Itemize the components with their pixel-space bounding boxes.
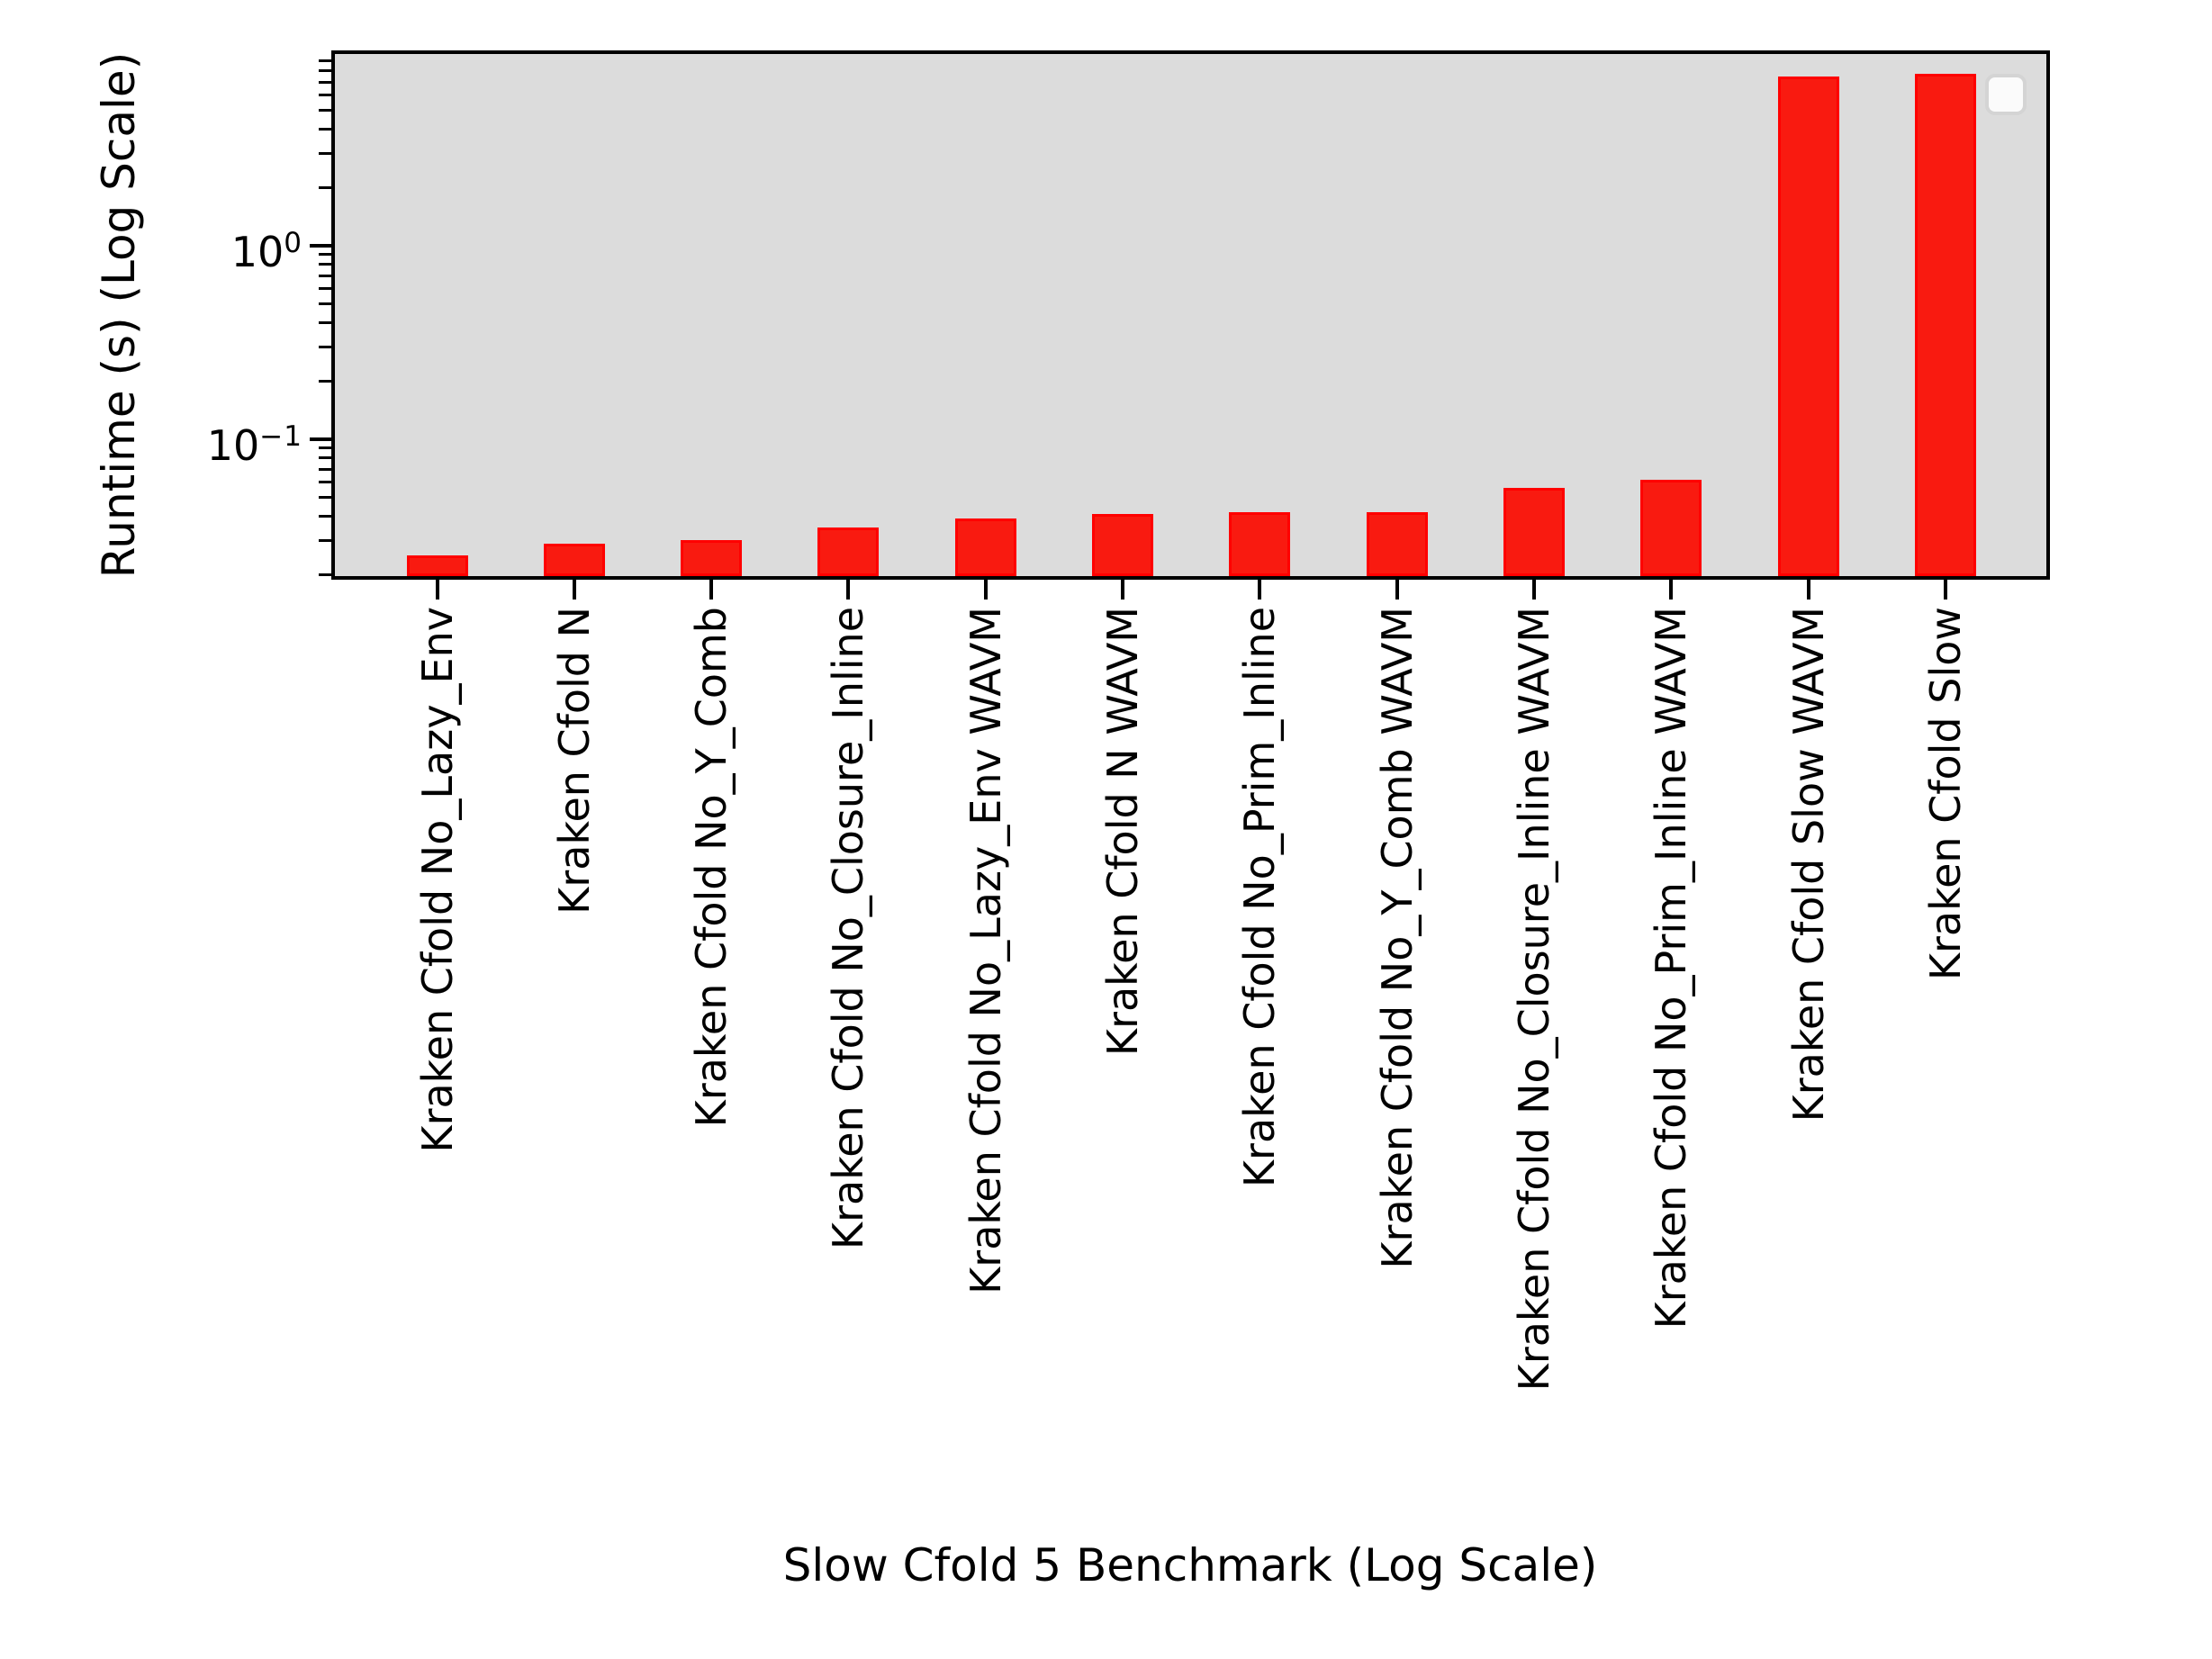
bar (1229, 512, 1291, 576)
y-minor-tick (319, 185, 331, 189)
bar (954, 518, 1016, 576)
x-tick-label-text: Kraken Cfold No_Lazy_Env WAVM (961, 607, 1010, 1294)
x-tick (1121, 580, 1125, 600)
y-minor-tick (319, 263, 331, 266)
x-tick-label-text: Kraken Cfold No_Lazy_Env (412, 607, 462, 1153)
x-tick-label-text: Kraken Cfold No_Y_Comb (687, 607, 736, 1128)
bar (543, 543, 605, 576)
x-tick (846, 580, 851, 600)
x-tick-label-text: Kraken Cfold Slow WAVM (1783, 607, 1833, 1123)
y-major-tick (310, 244, 331, 248)
y-minor-tick (319, 467, 331, 471)
y-minor-tick (319, 302, 331, 306)
bar (1915, 74, 1977, 576)
x-tick (1944, 580, 1948, 600)
legend-box (1985, 74, 2027, 115)
y-minor-tick (319, 496, 331, 500)
y-minor-tick (319, 345, 331, 348)
x-tick (1669, 580, 1674, 600)
y-tick-base: 10 (206, 421, 260, 470)
y-major-tick (310, 437, 331, 441)
y-tick-label: 100 (117, 216, 302, 279)
y-tick-exponent: −1 (259, 420, 302, 453)
y-tick-label: 10−1 (117, 410, 302, 473)
x-tick-label-text: Kraken Cfold Slow (1921, 607, 1971, 981)
x-tick-label-text: Kraken Cfold No_Y_Comb WAVM (1372, 607, 1422, 1269)
y-minor-tick (319, 109, 331, 113)
y-minor-tick (319, 538, 331, 542)
x-tick (983, 580, 988, 600)
plot-area (331, 50, 2050, 580)
x-tick-label-text: Kraken Cfold No_Closure_Inline WAVM (1510, 607, 1559, 1392)
y-minor-tick (319, 446, 331, 450)
x-tick (435, 580, 439, 600)
bar (681, 540, 743, 576)
x-tick (709, 580, 714, 600)
x-tick-label-text: Kraken Cfold No_Prim_Inline WAVM (1647, 607, 1696, 1330)
x-tick-label-text: Kraken Cfold No_Prim_Inline (1235, 607, 1285, 1188)
bar (1503, 488, 1566, 576)
y-minor-tick (319, 253, 331, 257)
x-tick (1258, 580, 1262, 600)
x-tick (1395, 580, 1399, 600)
bar (1366, 512, 1428, 576)
x-tick-label-text: Kraken Cfold No_Closure_Inline (824, 607, 873, 1250)
bar (406, 555, 468, 576)
y-minor-tick (319, 379, 331, 383)
x-tick-label-text: Kraken Cfold N WAVM (1098, 607, 1148, 1057)
x-tick (1806, 580, 1810, 600)
x-axis-title: Slow Cfold 5 Benchmark (Log Scale) (782, 1539, 1598, 1591)
y-minor-tick (319, 274, 331, 277)
y-minor-tick (319, 321, 331, 325)
y-minor-tick (319, 456, 331, 460)
y-minor-tick (319, 287, 331, 291)
bar (1777, 76, 1839, 576)
y-axis-title: Runtime (s) (Log Scale) (93, 51, 145, 579)
x-tick-label-text: Kraken Cfold N (549, 607, 599, 915)
y-minor-tick (319, 481, 331, 484)
y-tick-exponent: 0 (284, 227, 302, 259)
x-tick (1532, 580, 1537, 600)
y-minor-tick (319, 94, 331, 97)
y-minor-tick (319, 69, 331, 73)
y-minor-tick (319, 151, 331, 155)
y-minor-tick (319, 59, 331, 63)
bar (1640, 479, 1702, 576)
y-tick-base: 10 (230, 228, 284, 276)
bar (1092, 514, 1154, 576)
y-minor-tick (319, 573, 331, 576)
y-minor-tick (319, 515, 331, 518)
x-tick (572, 580, 576, 600)
y-minor-tick (319, 128, 331, 131)
bar (817, 527, 880, 576)
y-minor-tick (319, 80, 331, 84)
